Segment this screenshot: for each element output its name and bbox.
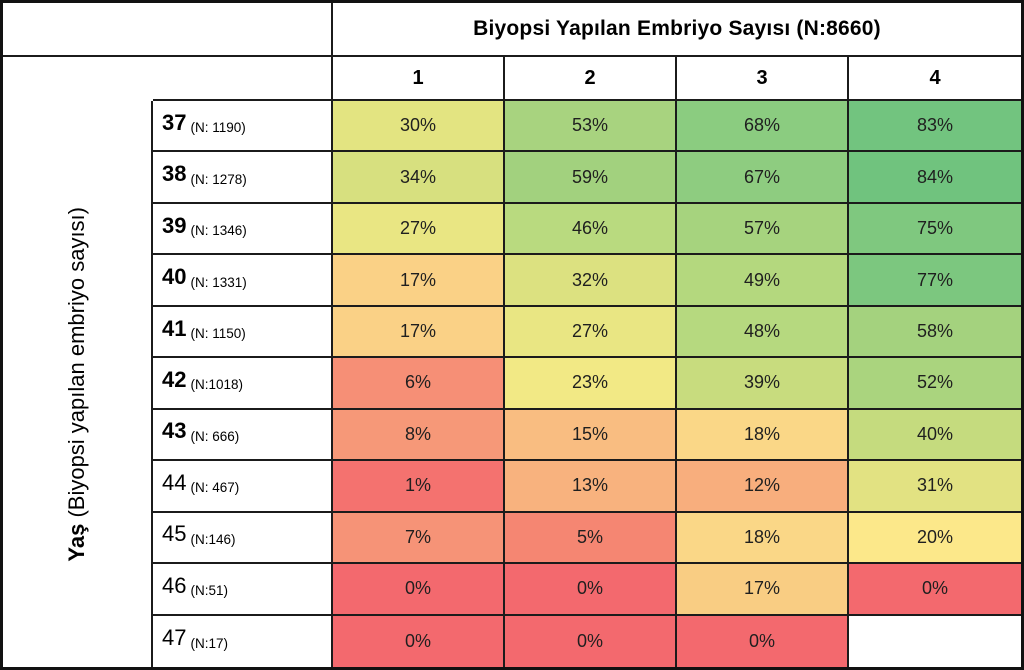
heatmap-cell: 17% xyxy=(333,255,505,307)
age-value: 47 xyxy=(162,625,187,651)
y-axis-label-cell: Yaş (Biyopsi yapılan embriyo sayısı) xyxy=(3,101,153,667)
heatmap-cell: 53% xyxy=(505,101,677,153)
spacer-cell xyxy=(3,57,153,101)
row-age-label: 40 (N: 1331) xyxy=(153,255,333,307)
age-value: 42 xyxy=(162,366,187,392)
row-age-label: 41 (N: 1150) xyxy=(153,306,333,359)
heatmap-cell: 20% xyxy=(849,512,1021,565)
heatmap-cell: 18% xyxy=(677,409,849,462)
heatmap-cell: 27% xyxy=(333,203,505,256)
age-n-count: (N: 1331) xyxy=(190,274,247,290)
heatmap-cell: 67% xyxy=(677,152,849,204)
age-value: 46 xyxy=(162,572,187,598)
heatmap-cell: 17% xyxy=(677,564,849,616)
heatmap-cell: 8% xyxy=(333,409,505,462)
heatmap-cell: 6% xyxy=(333,358,505,410)
heatmap-cell: 58% xyxy=(849,306,1021,359)
heatmap-cell: 57% xyxy=(677,203,849,256)
age-n-count: (N:51) xyxy=(190,583,228,599)
heatmap-cell: 5% xyxy=(505,512,677,565)
row-age-label: 38 (N: 1278) xyxy=(153,152,333,204)
heatmap-cell: 17% xyxy=(333,306,505,359)
heatmap-cell: 39% xyxy=(677,358,849,410)
age-n-count: (N:146) xyxy=(190,531,236,547)
heatmap-cell: 0% xyxy=(505,615,677,667)
heatmap-cell: 46% xyxy=(505,203,677,256)
heatmap-cell: 12% xyxy=(677,461,849,513)
heatmap-cell xyxy=(849,615,1021,667)
column-header-4: 4 xyxy=(849,57,1021,101)
heatmap-cell: 27% xyxy=(505,306,677,359)
heatmap-cell: 48% xyxy=(677,306,849,359)
y-axis-label-rest: (Biyopsi yapılan embriyo sayısı) xyxy=(64,206,89,524)
row-age-label: 42 (N:1018) xyxy=(153,358,333,410)
heatmap-cell: 30% xyxy=(333,101,505,153)
y-axis-label-bold: Yaş xyxy=(64,523,89,562)
heatmap-cell: 68% xyxy=(677,101,849,153)
age-n-count: (N: 467) xyxy=(190,480,240,496)
row-age-label: 47 (N:17) xyxy=(153,615,333,667)
heatmap-cell: 23% xyxy=(505,358,677,410)
age-n-count: (N:17) xyxy=(190,635,228,651)
age-value: 39 xyxy=(162,212,187,238)
heatmap-cell: 52% xyxy=(849,358,1021,410)
row-age-label: 46 (N:51) xyxy=(153,564,333,616)
row-age-label: 37 (N: 1190) xyxy=(153,101,333,153)
heatmap-cell: 77% xyxy=(849,255,1021,307)
column-header-2: 2 xyxy=(505,57,677,101)
heatmap-cell: 83% xyxy=(849,101,1021,153)
row-age-label: 43 (N: 666) xyxy=(153,409,333,462)
column-header-3: 3 xyxy=(677,57,849,101)
heatmap-cell: 40% xyxy=(849,409,1021,462)
heatmap-cell: 32% xyxy=(505,255,677,307)
heatmap-cell: 84% xyxy=(849,152,1021,204)
y-axis-label: Yaş (Biyopsi yapılan embriyo sayısı) xyxy=(64,207,90,562)
heatmap-cell: 0% xyxy=(333,564,505,616)
age-n-count: (N: 1190) xyxy=(190,120,246,136)
heatmap-cell: 34% xyxy=(333,152,505,204)
row-age-label: 44 (N: 467) xyxy=(153,461,333,513)
age-n-count: (N: 1150) xyxy=(190,326,246,342)
age-n-count: (N:1018) xyxy=(190,377,244,393)
heatmap-cell: 18% xyxy=(677,512,849,565)
row-age-label: 39 (N: 1346) xyxy=(153,203,333,256)
age-value: 37 xyxy=(162,109,187,135)
table-title: Biyopsi Yapılan Embriyo Sayısı (N:8660) xyxy=(333,3,1021,57)
age-value: 38 xyxy=(162,161,187,187)
heatmap-cell: 1% xyxy=(333,461,505,513)
heatmap-cell: 15% xyxy=(505,409,677,462)
heatmap-cell: 0% xyxy=(505,564,677,616)
age-n-count: (N: 1346) xyxy=(190,223,247,239)
heatmap-cell: 0% xyxy=(677,615,849,667)
heatmap-cell: 49% xyxy=(677,255,849,307)
heatmap-cell: 0% xyxy=(333,615,505,667)
spacer-cell xyxy=(153,57,333,101)
age-value: 41 xyxy=(162,315,187,341)
row-age-label: 45 (N:146) xyxy=(153,512,333,565)
heatmap-cell: 0% xyxy=(849,564,1021,616)
heatmap-cell: 7% xyxy=(333,512,505,565)
age-value: 44 xyxy=(162,469,187,495)
age-value: 43 xyxy=(162,418,187,444)
column-header-1: 1 xyxy=(333,57,505,101)
age-n-count: (N: 1278) xyxy=(190,171,247,187)
heatmap-cell: 13% xyxy=(505,461,677,513)
heatmap-cell: 59% xyxy=(505,152,677,204)
age-value: 40 xyxy=(162,264,187,290)
age-n-count: (N: 666) xyxy=(190,428,240,444)
corner-cell xyxy=(3,3,333,57)
heatmap-cell: 31% xyxy=(849,461,1021,513)
age-value: 45 xyxy=(162,521,187,547)
heatmap-cell: 75% xyxy=(849,203,1021,256)
